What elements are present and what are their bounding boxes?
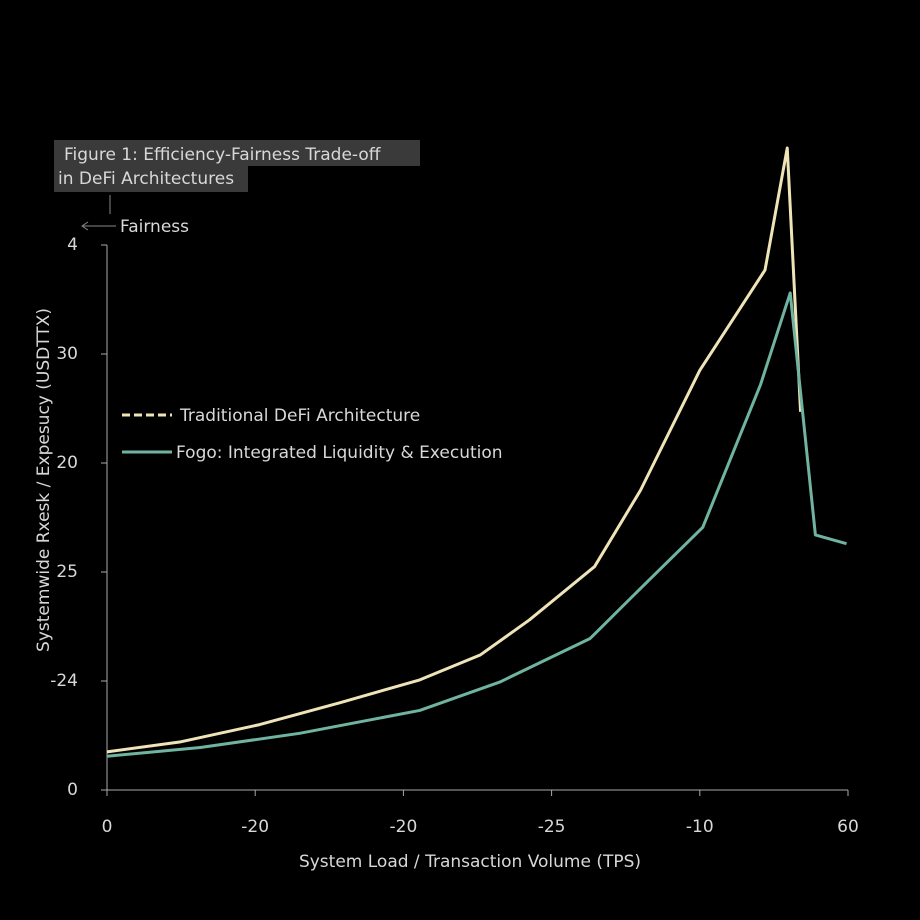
- y-tick-label: 4: [67, 235, 78, 255]
- x-tick-label: -20: [241, 817, 269, 837]
- x-tick-label: 0: [102, 817, 113, 837]
- series-line: [106, 146, 803, 754]
- y-tick-label: 30: [56, 344, 78, 364]
- x-tick-label: -20: [390, 817, 418, 837]
- title-box: [54, 166, 248, 192]
- legend-label: Fogo: Integrated Liquidity & Execution: [176, 443, 503, 463]
- title-box: [54, 140, 420, 166]
- y-tick-label: 25: [56, 562, 78, 582]
- arrow-head: [81, 221, 89, 231]
- x-tick-label: -10: [686, 817, 714, 837]
- y-tick-label: 20: [56, 453, 78, 473]
- legend-label: Traditional DeFi Architecture: [179, 406, 420, 426]
- x-tick-label: -25: [538, 817, 566, 837]
- x-axis-label: System Load / Transaction Volume (TPS): [299, 852, 641, 872]
- y-axis-label: Systemwide Rxesk / Expesucy (USDTTX): [34, 308, 54, 652]
- series-line: [106, 291, 847, 758]
- x-tick-label: 60: [837, 817, 859, 837]
- annotation: Fairness: [120, 217, 189, 237]
- chart-title: in DeFi Architectures: [58, 169, 234, 189]
- chart-title: Figure 1: Efficiency-Fairness Trade-off: [64, 145, 382, 165]
- y-tick-label: 0: [67, 780, 78, 800]
- y-tick-label: -24: [50, 671, 78, 691]
